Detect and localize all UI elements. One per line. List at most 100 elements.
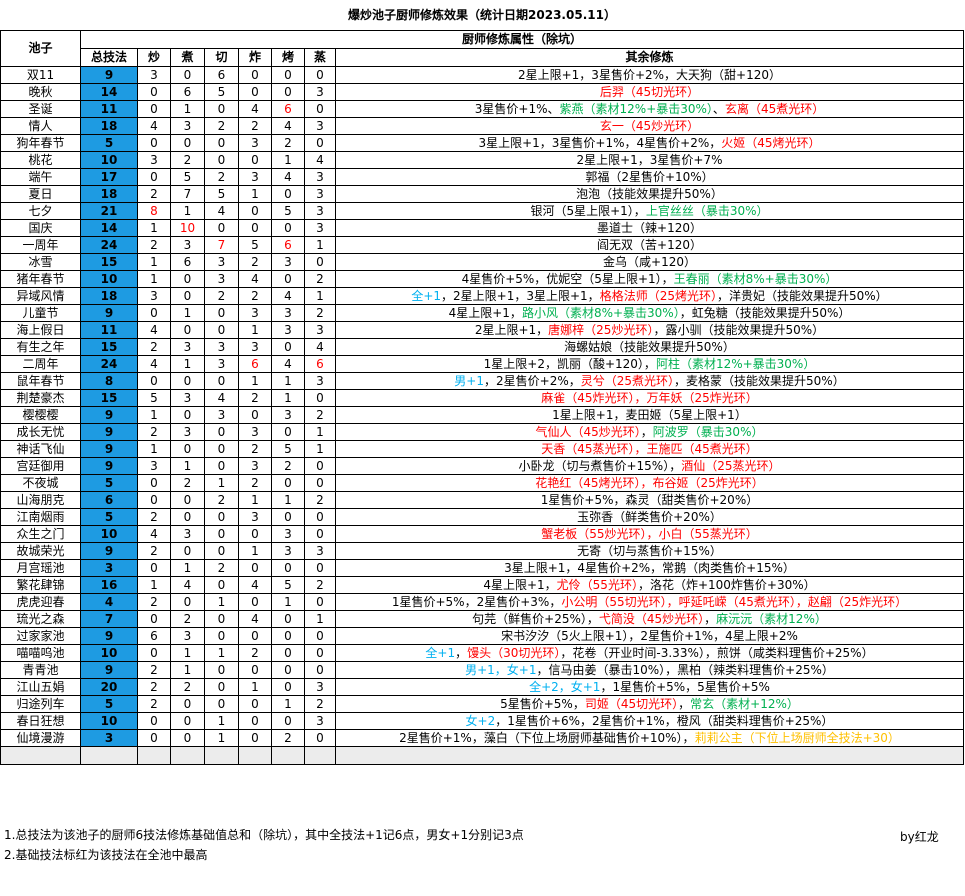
pool-name: 鼠年春节 bbox=[0, 372, 81, 390]
cultivation-segment: 泡泡（技能效果提升50%） bbox=[576, 187, 723, 201]
total-skill: 9 bbox=[80, 542, 138, 560]
table-row: 江南烟雨 5 2 0 0 3 0 0 玉弥香（鲜类售价+20%） bbox=[0, 508, 964, 526]
pool-name: 繁花肆锦 bbox=[0, 576, 81, 594]
other-cultivation: 男+1，女+1，信马由姜（暴击10%），黑柏（辣类料理售价+25%） bbox=[335, 661, 964, 679]
other-cultivation: 玄一（45炒光环） bbox=[335, 117, 964, 135]
skill-value: 0 bbox=[238, 695, 272, 713]
other-cultivation: 1星售价+5%，森灵（甜类售价+20%） bbox=[335, 491, 964, 509]
cultivation-segment: 2星售价+1%，藻白（下位上场厨师基础售价+10%）， bbox=[399, 731, 695, 745]
skill-value: 0 bbox=[170, 491, 205, 509]
skill-value: 2 bbox=[137, 661, 171, 679]
table-row: 春日狂想 10 0 0 1 0 0 3 女+2，1星售价+6%，2星售价+1%，橙风（甜类料理售… bbox=[0, 712, 964, 730]
skill-value: 3 bbox=[271, 304, 305, 322]
skill-value: 0 bbox=[137, 610, 171, 628]
other-cultivation: 墨道士（辣+120） bbox=[335, 219, 964, 237]
total-skill: 9 bbox=[80, 440, 138, 458]
skill-value: 1 bbox=[304, 610, 336, 628]
table-row: 山海朋克 6 0 0 2 1 1 2 1星售价+5%，森灵（甜类售价+20%） bbox=[0, 491, 964, 509]
table-row: 鼠年春节 8 0 0 0 1 1 3 男+1，2星售价+2%，灵兮（25煮光环），麦格蒙（技能效… bbox=[0, 372, 964, 390]
skill-value: 0 bbox=[170, 508, 205, 526]
skill-value: 0 bbox=[238, 219, 272, 237]
skill-value: 1 bbox=[170, 661, 205, 679]
skill-value: 0 bbox=[238, 593, 272, 611]
skill-value: 0 bbox=[271, 83, 305, 101]
pool-name: 神话飞仙 bbox=[0, 440, 81, 458]
empty-cell bbox=[304, 746, 336, 765]
skill-value: 3 bbox=[238, 134, 272, 152]
skill-value: 1 bbox=[204, 474, 239, 492]
pool-name: 异域风情 bbox=[0, 287, 81, 305]
cultivation-segment: 火姬（45烤光环） bbox=[721, 136, 821, 150]
skill-value: 0 bbox=[137, 83, 171, 101]
skill-value: 0 bbox=[204, 576, 239, 594]
cultivation-segment: 墨道士（辣+120） bbox=[597, 221, 702, 235]
skill-value: 8 bbox=[137, 202, 171, 220]
skill-value: 0 bbox=[304, 729, 336, 747]
cultivation-segment: 男+1 bbox=[454, 374, 484, 388]
skill-value: 1 bbox=[238, 321, 272, 339]
skill-value: 0 bbox=[204, 372, 239, 390]
skill-value: 3 bbox=[238, 423, 272, 441]
cultivation-segment: ，洛花（炸+100炸售价+30%） bbox=[637, 578, 816, 592]
total-skill: 10 bbox=[80, 151, 138, 169]
table-row: 过家家池 9 6 3 0 0 0 0 宋书汐汐（5火上限+1），2星售价+1%，4星上限+2% bbox=[0, 627, 964, 645]
cultivation-segment: ，洋贵妃（技能效果提升50%） bbox=[716, 289, 888, 303]
skill-value: 0 bbox=[304, 66, 336, 84]
cultivation-segment: 弋简没（45炒光环） bbox=[598, 612, 705, 626]
skill-value: 4 bbox=[137, 117, 171, 135]
total-skill: 11 bbox=[80, 321, 138, 339]
cultivation-segment: 格格法师（25烤光环） bbox=[599, 289, 717, 303]
pool-name: 江山五娟 bbox=[0, 678, 81, 696]
table-row: 荆楚豪杰 15 5 3 4 2 1 0 麻雀（45炸光环），万年妖（25炸光环） bbox=[0, 389, 964, 407]
table-row: 一周年 24 2 3 7 5 6 1 阎无双（苦+120） bbox=[0, 236, 964, 254]
table-row: 青青池 9 2 1 0 0 0 0 男+1，女+1，信马由姜（暴击10%），黑柏（辣类料理售价+… bbox=[0, 661, 964, 679]
skill-value: 1 bbox=[170, 355, 205, 373]
cultivation-segment: 阎无双（苦+120） bbox=[597, 238, 702, 252]
total-skill: 5 bbox=[80, 134, 138, 152]
skill-value: 4 bbox=[137, 355, 171, 373]
skill-value: 5 bbox=[271, 576, 305, 594]
table-row: 神话飞仙 9 1 0 0 2 5 1 天香（45蒸光环），王施匹（45煮光环） bbox=[0, 440, 964, 458]
total-skill: 8 bbox=[80, 372, 138, 390]
other-cultivation: 2星上限+1，3星售价+7% bbox=[335, 151, 964, 169]
empty-cell bbox=[335, 746, 964, 765]
pool-name: 山海朋克 bbox=[0, 491, 81, 509]
pool-name: 狗年春节 bbox=[0, 134, 81, 152]
footnote-1: 1.总技法为该池子的厨师6技法修炼基础值总和（除坑），其中全技法+1记6点，男女… bbox=[4, 828, 524, 842]
pool-name: 归途列车 bbox=[0, 695, 81, 713]
other-cultivation: 男+1，2星售价+2%，灵兮（25煮光环），麦格蒙（技能效果提升50%） bbox=[335, 372, 964, 390]
skill-value: 0 bbox=[170, 270, 205, 288]
skill-value: 1 bbox=[170, 304, 205, 322]
skill-value: 4 bbox=[238, 610, 272, 628]
skill-value: 0 bbox=[271, 508, 305, 526]
table-row: 众生之门 10 4 3 0 0 3 0 蟹老板（55炒光环），小白（55蒸光环） bbox=[0, 525, 964, 543]
skill-value: 0 bbox=[204, 695, 239, 713]
skill-value: 0 bbox=[238, 661, 272, 679]
cultivation-segment: 郭福（2星售价+10%） bbox=[585, 170, 714, 184]
skill-value: 2 bbox=[170, 474, 205, 492]
table-row: 冰雪 15 1 6 3 2 3 0 金乌（咸+120） bbox=[0, 253, 964, 271]
total-skill: 6 bbox=[80, 491, 138, 509]
cultivation-segment: 、 bbox=[712, 102, 725, 116]
skill-value: 0 bbox=[271, 610, 305, 628]
table-row: 夏日 18 2 7 5 1 0 3 泡泡（技能效果提升50%） bbox=[0, 185, 964, 203]
skill-value: 0 bbox=[204, 661, 239, 679]
other-cultivation: 无寄（切与蒸售价+15%） bbox=[335, 542, 964, 560]
other-cultivation: 全+1，馒头（30切光环），花卷（开业时间-3.33%），煎饼（咸类料理售价+2… bbox=[335, 644, 964, 662]
skill-value: 3 bbox=[304, 202, 336, 220]
skill-value: 0 bbox=[271, 661, 305, 679]
skill-value: 0 bbox=[271, 559, 305, 577]
other-cultivation: 麻雀（45炸光环），万年妖（25炸光环） bbox=[335, 389, 964, 407]
pool-name: 不夜城 bbox=[0, 474, 81, 492]
skill-value: 1 bbox=[137, 406, 171, 424]
other-cultivation: 3星上限+1，4星售价+2%，常鹅（肉类售价+15%） bbox=[335, 559, 964, 577]
skill-value: 2 bbox=[170, 610, 205, 628]
skill-value: 1 bbox=[170, 457, 205, 475]
skill-value: 3 bbox=[304, 168, 336, 186]
skill-value: 0 bbox=[204, 321, 239, 339]
skill-value: 1 bbox=[204, 593, 239, 611]
total-skill: 5 bbox=[80, 508, 138, 526]
sheet-title: 爆炒池子厨师修炼效果（统计日期2023.05.11） bbox=[348, 8, 616, 22]
other-cultivation: 小卧龙（切与煮售价+15%），酒仙（25蒸光环） bbox=[335, 457, 964, 475]
header-other: 其余修炼 bbox=[335, 48, 964, 67]
